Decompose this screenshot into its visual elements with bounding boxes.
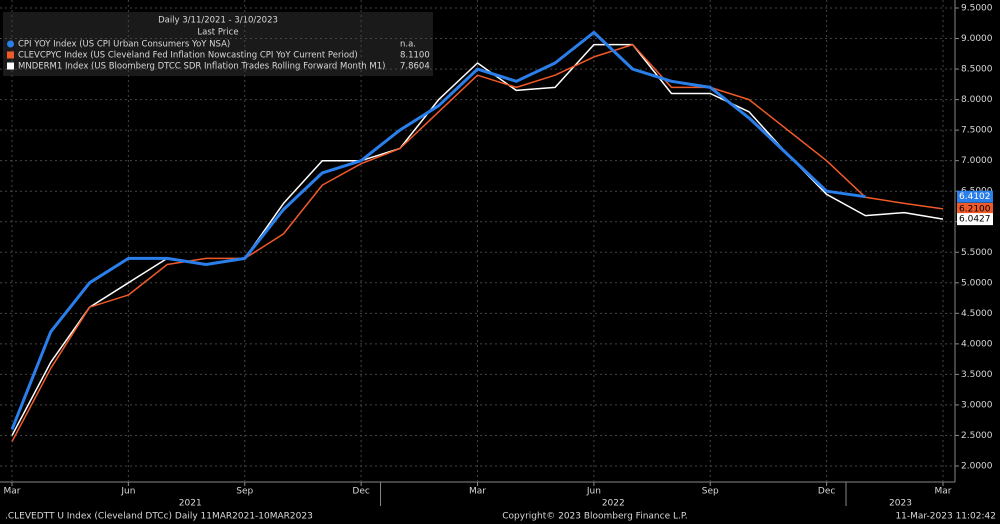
y-tick-label: 8.5000 [961,65,993,75]
x-tick-label: Mar [935,487,952,497]
legend-swatch [7,40,14,48]
legend-swatch [7,51,14,59]
y-tick-label: 9.0000 [961,34,993,44]
footer-left: .CLEVEDTT U Index (Cleveland DTCc) Daily… [5,512,313,522]
legend-value: 7.8604 [400,62,430,72]
year-label: 2023 [889,499,912,509]
x-tick-label: Jun [586,487,601,497]
value-label: 6.4102 [959,192,991,202]
x-tick-label: Mar [469,487,486,497]
x-tick-label: Jun [120,487,135,497]
y-tick-label: 4.0000 [961,339,993,349]
series-line [10,30,866,430]
footer-right: 11-Mar-2023 11:02:42 [895,512,996,522]
y-tick-label: 2.5000 [961,431,993,441]
y-tick-label: 7.0000 [961,156,993,166]
legend-value: n.a. [400,40,416,50]
y-tick-label: 3.0000 [961,400,993,410]
y-tick-label: 3.5000 [961,370,993,380]
y-tick-label: 5.5000 [961,248,993,258]
value-label: 6.2100 [959,204,991,214]
legend-value: 8.1100 [400,51,430,61]
y-tick-label: 2.0000 [961,462,993,472]
value-label-box [957,213,993,226]
y-tick-label: 7.5000 [961,126,993,136]
value-label-box [957,190,993,203]
value-label-box [957,202,993,215]
year-label: 2021 [179,499,202,509]
series-line [11,43,944,442]
y-tick-label: 5.0000 [961,278,993,288]
x-tick-label: Sep [702,487,719,497]
legend-label: CPI YOY Index (US CPI Urban Consumers Yo… [18,40,230,50]
value-label: 6.0427 [959,215,991,225]
y-tick-label: 8.0000 [961,95,993,105]
legend-column: Last Price [197,28,238,38]
x-tick-label: Dec [352,487,369,497]
x-tick-label: Mar [4,487,21,497]
legend-label: CLEVCPYC Index (US Cleveland Fed Inflati… [18,51,358,61]
x-tick-label: Dec [818,487,835,497]
y-tick-label: 9.5000 [961,4,993,14]
legend-swatch [7,62,14,70]
year-label: 2022 [602,499,625,509]
footer-center: Copyright© 2023 Bloomberg Finance L.P. [502,512,687,522]
legend-label: MNDERM1 Index (US Bloomberg DTCC SDR Inf… [18,62,385,72]
x-tick-label: Sep [236,487,253,497]
legend-title: Daily 3/11/2021 - 3/10/2023 [158,16,278,26]
y-tick-label: 4.5000 [961,309,993,319]
